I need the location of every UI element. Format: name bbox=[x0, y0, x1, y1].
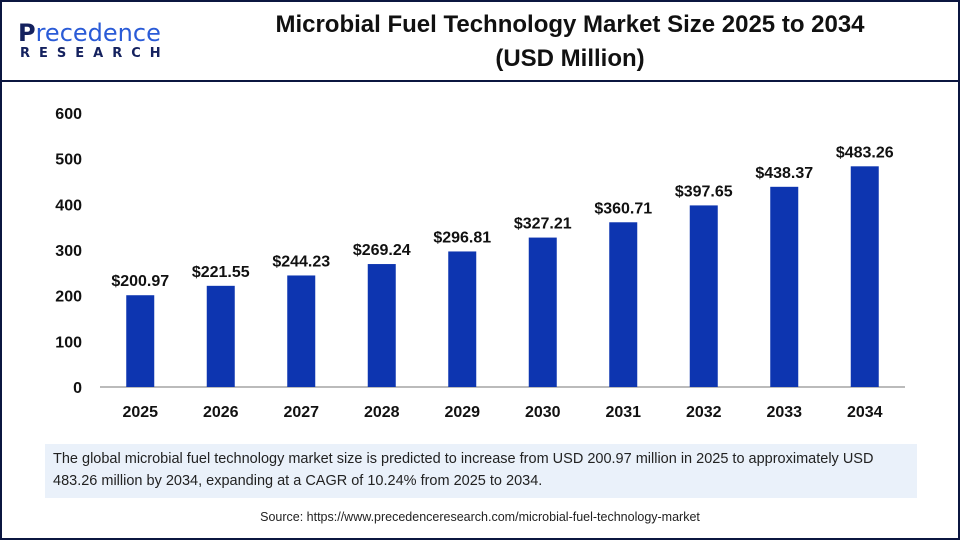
bar-2030 bbox=[528, 237, 557, 387]
data-label: $360.71 bbox=[594, 200, 652, 217]
x-tick-label: 2025 bbox=[122, 404, 158, 421]
data-label: $221.55 bbox=[192, 264, 250, 281]
data-label: $296.81 bbox=[433, 229, 491, 246]
x-tick-label: 2031 bbox=[605, 404, 641, 421]
x-tick-label: 2032 bbox=[686, 404, 722, 421]
y-tick-label: 0 bbox=[73, 380, 82, 397]
data-label: $438.37 bbox=[755, 165, 813, 182]
bar-2029 bbox=[448, 251, 477, 387]
logo: Precedence RESEARCH bbox=[18, 19, 170, 61]
bar-2034 bbox=[850, 166, 879, 387]
data-label: $397.65 bbox=[675, 183, 733, 200]
y-tick-label: 400 bbox=[55, 197, 82, 214]
bar-2032 bbox=[689, 205, 718, 387]
bar-2025 bbox=[126, 295, 155, 387]
data-label: $244.23 bbox=[272, 253, 330, 270]
data-label: $483.26 bbox=[836, 144, 894, 161]
bar-2027 bbox=[287, 275, 316, 387]
data-label: $269.24 bbox=[353, 242, 411, 259]
description-box: The global microbial fuel technology mar… bbox=[45, 444, 917, 498]
y-tick-label: 300 bbox=[55, 243, 82, 260]
x-tick-label: 2034 bbox=[847, 404, 883, 421]
chart-title: Microbial Fuel Technology Market Size 20… bbox=[230, 8, 910, 76]
source-text: Source: https://www.precedenceresearch.c… bbox=[260, 510, 700, 524]
x-tick-label: 2028 bbox=[364, 404, 400, 421]
x-tick-label: 2030 bbox=[525, 404, 561, 421]
x-tick-label: 2029 bbox=[444, 404, 480, 421]
y-tick-label: 100 bbox=[55, 334, 82, 351]
header-divider bbox=[0, 80, 960, 82]
title-line-2: (USD Million) bbox=[495, 45, 645, 72]
bar-2033 bbox=[770, 186, 799, 387]
y-tick-label: 500 bbox=[55, 152, 82, 169]
bar-2028 bbox=[367, 264, 396, 387]
bar-2026 bbox=[206, 285, 235, 387]
data-label: $327.21 bbox=[514, 216, 572, 233]
bar-2031 bbox=[609, 222, 638, 387]
y-tick-label: 600 bbox=[55, 106, 82, 123]
data-label: $200.97 bbox=[111, 273, 169, 290]
y-tick-label: 200 bbox=[55, 289, 82, 306]
x-tick-label: 2027 bbox=[283, 404, 319, 421]
x-tick-label: 2033 bbox=[766, 404, 802, 421]
x-tick-label: 2026 bbox=[203, 404, 239, 421]
title-line-1: Microbial Fuel Technology Market Size 20… bbox=[275, 11, 865, 38]
